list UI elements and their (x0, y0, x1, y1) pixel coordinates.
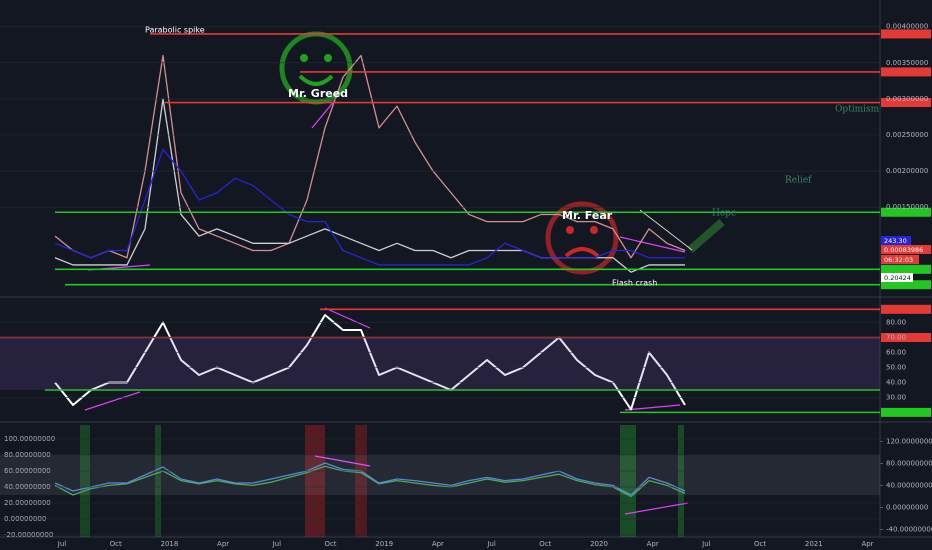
x-tick-label: 2020 (590, 540, 608, 548)
annotation: Optimism (835, 105, 880, 115)
x-tick-label: 2021 (805, 540, 823, 548)
y-tick-label: 70.00 (886, 334, 906, 342)
price-badge (881, 245, 931, 254)
fear-frown (564, 247, 600, 258)
fear-eye (590, 226, 598, 234)
y-tick-label: 50.00 (886, 364, 906, 372)
x-tick-label: Apr (217, 540, 229, 548)
signal-band (355, 425, 367, 537)
level-badge (881, 407, 931, 417)
annotation: Mr. Fear (562, 209, 613, 222)
greed-eye (300, 54, 308, 62)
price-badge (881, 236, 911, 245)
hope-arrow (687, 218, 725, 254)
x-tick-label: 2019 (375, 540, 393, 548)
x-tick-label: Jul (57, 540, 67, 548)
greed-eye (324, 54, 332, 62)
y-tick-label: 40.00 (886, 379, 906, 387)
signal-band (155, 425, 161, 537)
band (0, 455, 880, 495)
divergence-line (311, 99, 336, 129)
divergence-line (84, 391, 141, 411)
y-tick-label: 0.00400000 (886, 23, 928, 31)
annotation: Parabolic spike (145, 26, 205, 35)
signal-band (678, 425, 684, 537)
trend-line (639, 209, 693, 251)
price-label: 06:32:03 (884, 256, 913, 264)
y2-tick-label: 0.00000000 (886, 504, 928, 512)
x-tick-label: Oct (754, 540, 766, 548)
divergence-line (624, 404, 681, 411)
x-tick-label: Oct (539, 540, 551, 548)
level-badge (881, 207, 931, 217)
series-line (54, 462, 686, 496)
y-tick-label: 0.00200000 (886, 167, 928, 175)
annotation: Mr. Greed (288, 87, 348, 100)
x-tick-label: Jul (272, 540, 282, 548)
x-tick-label: Jul (486, 540, 496, 548)
level-badge (881, 264, 931, 274)
y-tick-label: 60.00 (886, 349, 906, 357)
y-tick-label: 0.00300000 (886, 95, 928, 103)
level-badge (881, 280, 931, 290)
divergence-line (624, 502, 689, 515)
fear-face (545, 201, 619, 275)
price-label: 243.30 (884, 237, 907, 245)
y2-tick-label: -40.00000000 (886, 526, 932, 534)
greed-smile (298, 74, 334, 86)
x-tick-label: Apr (432, 540, 444, 548)
x-tick-label: Apr (861, 540, 873, 548)
x-tick-label: Jul (701, 540, 711, 548)
series-line (54, 465, 686, 498)
x-tick-label: Oct (324, 540, 336, 548)
level-badge (881, 98, 931, 108)
y-tick-label: 30.00 (886, 394, 906, 402)
annotation: Flash crash (612, 279, 657, 288)
divergence-line (619, 236, 686, 253)
y-tick-label: 0.00350000 (886, 59, 928, 67)
band (0, 337, 880, 390)
x-tick-label: Apr (647, 540, 659, 548)
level-badge (881, 67, 931, 77)
signal-band (620, 425, 636, 537)
y-tick-label: 0.00150000 (886, 203, 928, 211)
y-tick-label: 0.00250000 (886, 131, 928, 139)
level-badge (881, 333, 931, 342)
fear-eye (566, 226, 574, 234)
y2-tick-label: 120.00000000 (886, 438, 932, 446)
price-badge (881, 273, 913, 282)
y-tick-label: 80.00 (886, 319, 906, 327)
level-badge (881, 29, 931, 39)
y2-tick-label: 40.00000000 (886, 482, 932, 490)
annotation: Hope (712, 209, 736, 219)
series-line (54, 54, 686, 259)
signal-band (80, 425, 90, 537)
divergence-line (314, 455, 371, 467)
y2-tick-label: 80.00000000 (886, 460, 932, 468)
price-label: 0.20424 (884, 274, 911, 282)
level-badge (881, 304, 931, 314)
divergence-line (324, 307, 371, 329)
annotation: Relief (785, 176, 812, 186)
series-line (54, 148, 685, 266)
x-tick-label: Oct (110, 540, 122, 548)
x-tick-label: 2018 (160, 540, 178, 548)
price-label: 0.00083986 (884, 246, 923, 254)
signal-band (305, 425, 325, 537)
price-badge (881, 255, 919, 264)
